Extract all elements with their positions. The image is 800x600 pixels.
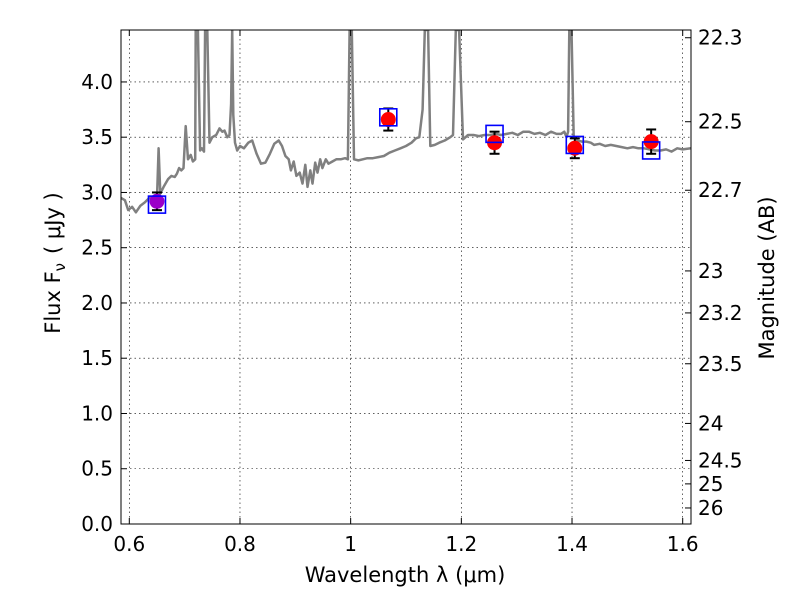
y-axis-label-unit: ( μJy ) — [41, 192, 65, 254]
x-tick-label: 1 — [344, 532, 357, 556]
photometry-markers — [147, 107, 661, 214]
y-tick-label: 2.0 — [81, 291, 113, 315]
x-tick-label: 0.8 — [224, 532, 256, 556]
y-axis-label: Flux Fν ( μJy ) — [41, 192, 69, 334]
y2-axis-label: Magnitude (AB) — [755, 196, 779, 359]
model-flux-square — [565, 135, 585, 155]
y-tick-label: 1.0 — [81, 401, 113, 425]
y-tick-label: 3.5 — [81, 125, 113, 149]
observed-flux-point — [380, 112, 396, 128]
y-axis-label-subscript: ν — [51, 263, 69, 271]
observed-flux-point — [149, 193, 165, 209]
x-tick-label: 0.6 — [113, 532, 145, 556]
y2-tick-label: 25 — [698, 472, 723, 496]
x-tick-label: 1.4 — [556, 532, 588, 556]
plot-frame — [120, 29, 692, 525]
y2-tick-label: 23.2 — [698, 301, 743, 325]
y-tick-label: 0.0 — [81, 512, 113, 536]
y2-tick-label: 22.7 — [698, 178, 743, 202]
y2-tick-label: 26 — [698, 496, 723, 520]
y-tick-label: 0.5 — [81, 457, 113, 481]
y-tick-label: 3.0 — [81, 180, 113, 204]
model-flux-square — [378, 108, 398, 127]
grid-lines — [121, 30, 691, 525]
model-spectrum-line — [121, 30, 691, 214]
model-flux-square — [641, 141, 661, 160]
y2-tick-label: 24.5 — [698, 448, 743, 472]
y-tick-label: 2.5 — [81, 236, 113, 260]
x-tick-label: 1.6 — [667, 532, 699, 556]
x-axis-label: Wavelength λ (μm) — [305, 563, 506, 587]
y-tick-label: 1.5 — [81, 346, 113, 370]
y2-tick-label: 23.5 — [698, 352, 743, 376]
y2-tick-label: 23 — [698, 259, 723, 283]
axis-ticks: 0.6 0.8 1 1.2 1.4 1.6 0.0 0.5 1.0 1.5 2.0 2.5 3.0 3.5… — [81, 26, 742, 556]
model-spectrum-layer — [121, 30, 691, 214]
y-axis-label-main: Flux F — [41, 271, 65, 333]
observed-flux-point — [567, 140, 583, 156]
y2-tick-label: 24 — [698, 411, 723, 435]
y-tick-label: 4.0 — [81, 70, 113, 94]
model-flux-square — [485, 124, 504, 144]
model-flux-square — [147, 195, 167, 214]
y2-tick-label: 22.3 — [698, 26, 743, 50]
y2-tick-label: 22.5 — [698, 110, 743, 134]
x-tick-label: 1.2 — [445, 532, 477, 556]
